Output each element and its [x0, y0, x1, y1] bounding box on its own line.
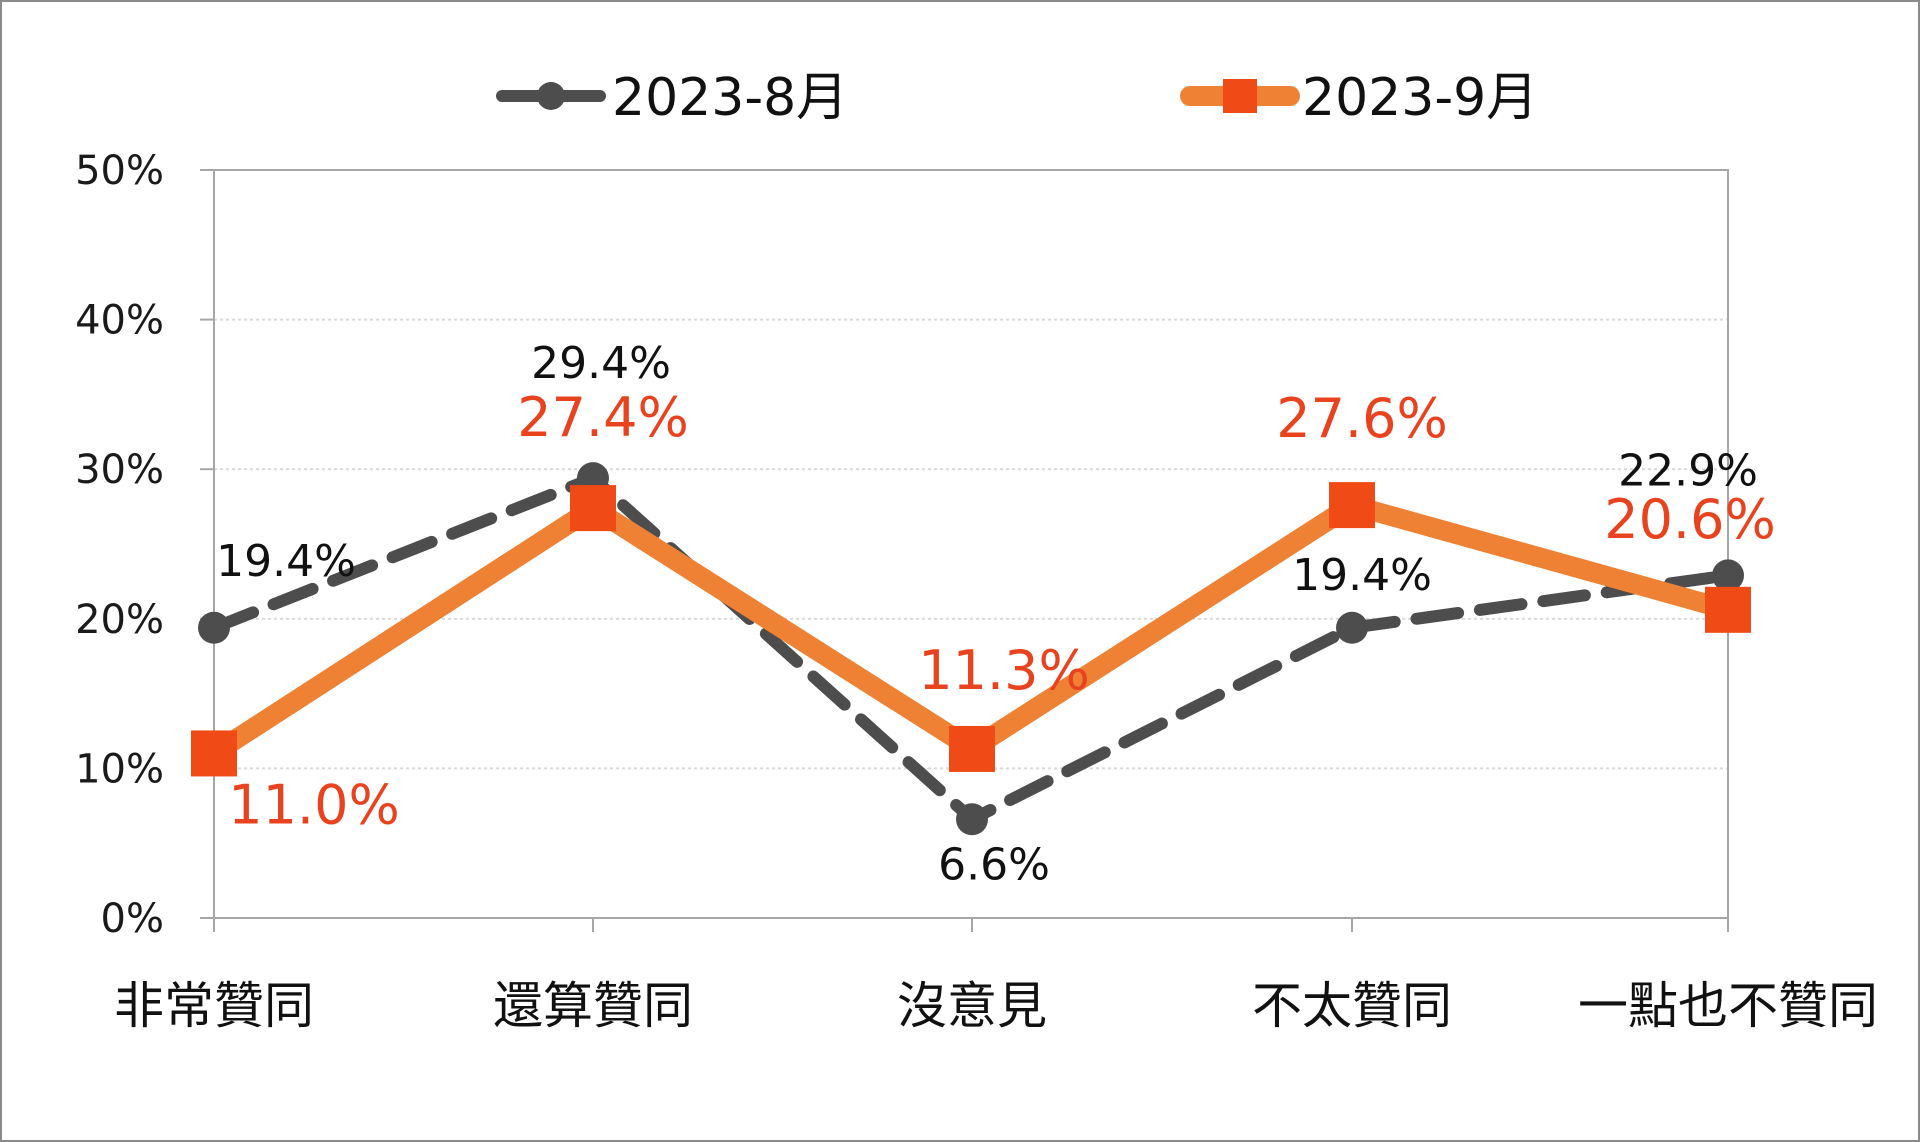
- point-2023-9: [949, 725, 995, 772]
- legend-item-2023-8: 2023-8月: [496, 68, 848, 128]
- data-label-2023-8: 6.6%: [938, 839, 1050, 890]
- legend-item-2023-9: 2023-9月: [1180, 68, 1538, 128]
- category-label: 不太贊同: [1252, 977, 1452, 1035]
- point-2023-8: [1336, 611, 1368, 644]
- point-2023-8: [1712, 559, 1744, 592]
- y-tick-label: 20%: [75, 597, 164, 643]
- legend-label-2023-8: 2023-8月: [612, 68, 848, 128]
- y-tick-label: 0%: [101, 896, 164, 942]
- data-label-2023-8: 19.4%: [1292, 550, 1432, 601]
- legend-marker-2023-9: [1223, 79, 1257, 113]
- data-label-2023-8: 22.9%: [1618, 445, 1758, 496]
- category-label: 沒意見: [897, 977, 1047, 1035]
- category-label: 一點也不贊同: [1578, 977, 1878, 1035]
- data-labels: 19.4% 29.4% 6.6% 19.4% 22.9% 11.0% 27.4% 11.3% 2…: [216, 338, 1776, 890]
- data-label-2023-9: 27.6%: [1276, 387, 1448, 450]
- data-label-2023-9: 11.3%: [918, 639, 1090, 702]
- point-2023-9: [1329, 482, 1375, 529]
- y-tick-label: 10%: [75, 746, 164, 792]
- y-tick-label: 30%: [75, 447, 164, 493]
- data-label-2023-9: 27.4%: [517, 386, 689, 449]
- point-2023-9: [1705, 586, 1751, 633]
- series-lines: [191, 462, 1751, 836]
- data-label-2023-9: 11.0%: [228, 773, 400, 836]
- data-label-2023-8: 29.4%: [531, 338, 671, 389]
- category-label: 還算贊同: [493, 977, 693, 1035]
- data-label-2023-9: 20.6%: [1604, 488, 1776, 551]
- point-2023-9: [191, 730, 237, 777]
- legend: 2023-8月 2023-9月: [496, 68, 1538, 128]
- point-2023-8: [198, 611, 230, 644]
- y-axis-tick-labels: 0% 10% 20% 30% 40% 50%: [75, 148, 164, 942]
- x-axis-category-labels: 非常贊同 還算贊同 沒意見 不太贊同 一點也不贊同: [114, 977, 1878, 1035]
- legend-marker-2023-8: [537, 82, 565, 110]
- category-label: 非常贊同: [114, 977, 314, 1035]
- data-label-2023-8: 19.4%: [216, 536, 356, 587]
- y-tick-label: 50%: [75, 148, 164, 194]
- y-tick-label: 40%: [75, 298, 164, 344]
- point-2023-8: [956, 803, 988, 836]
- x-axis-tick-marks: [213, 918, 1729, 932]
- legend-label-2023-9: 2023-9月: [1302, 68, 1538, 128]
- series-line-2023-9: [204, 495, 1738, 764]
- point-2023-9: [570, 485, 616, 532]
